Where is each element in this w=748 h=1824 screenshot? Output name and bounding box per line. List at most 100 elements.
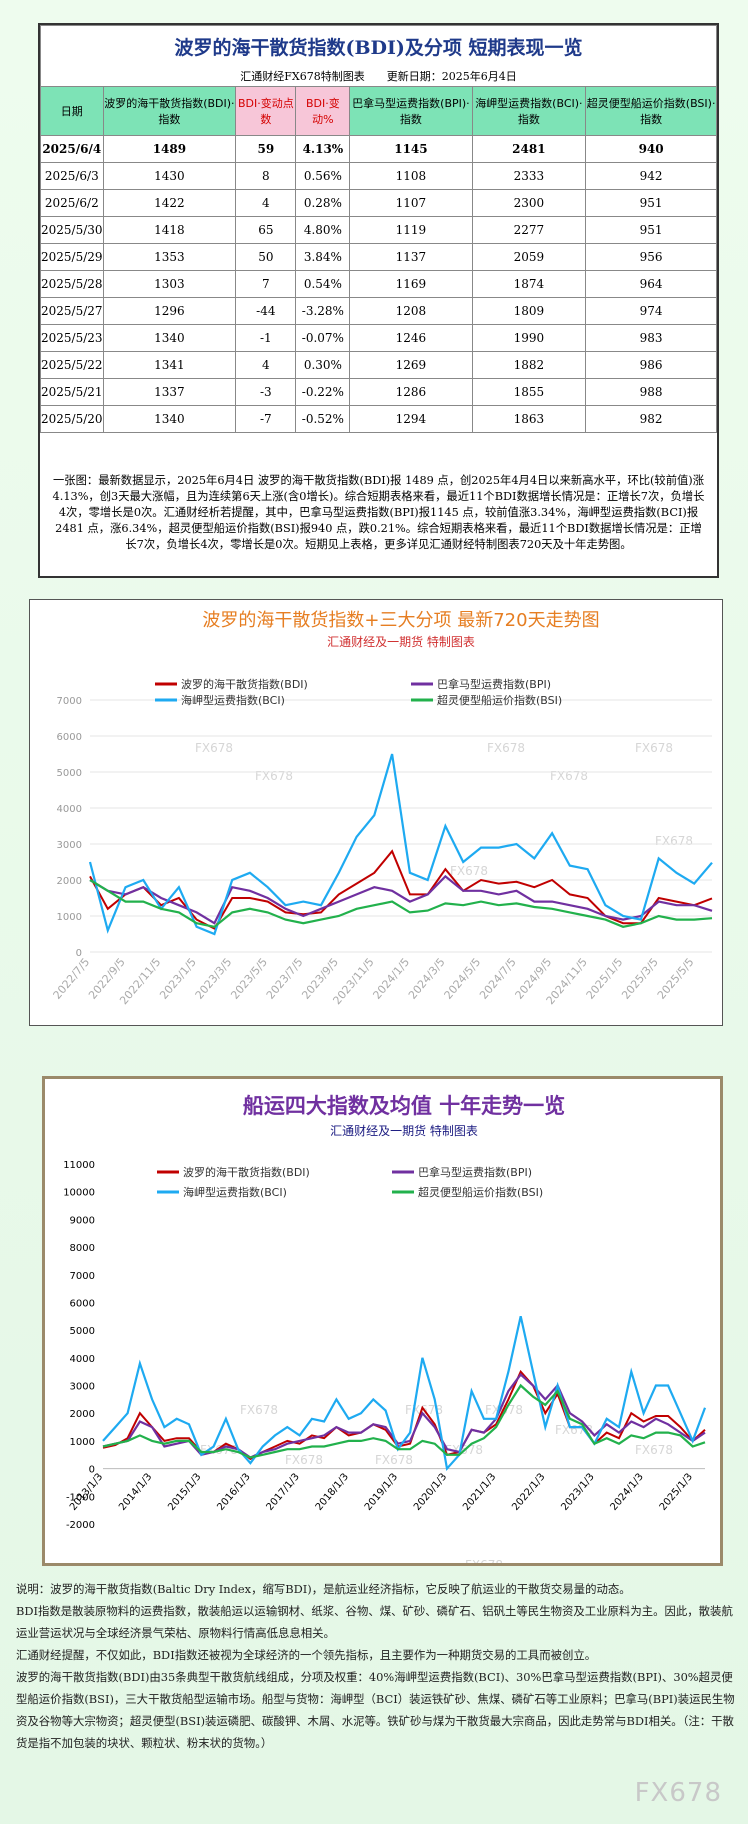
- y-tick-label: -1000: [66, 1492, 95, 1503]
- series-line: [89, 849, 713, 930]
- table-cell: -7: [235, 405, 297, 433]
- table-cell: 986: [585, 351, 717, 379]
- watermark: FX678: [240, 1403, 278, 1417]
- table-cell: 2025/5/30: [40, 216, 104, 244]
- table-cell: 4: [235, 189, 297, 217]
- table-title: 波罗的海干散货指数(BDI)及分项 短期表现一览: [40, 25, 717, 66]
- series-line: [89, 874, 713, 925]
- table-cell: 1246: [349, 324, 473, 352]
- table-cell: -0.52%: [295, 405, 351, 433]
- chart-title: 波罗的海干散货指数+三大分项 最新720天走势图: [202, 610, 599, 631]
- table-cell: -3.28%: [295, 297, 351, 325]
- column-header: BDI·变动%: [295, 86, 351, 136]
- note-paragraph: BDI指数是散装原物料的运费指数，散装船运以运输钢材、纸浆、谷物、煤、矿砂、磷矿…: [16, 1604, 733, 1640]
- table-cell: 0.28%: [295, 189, 351, 217]
- table-cell: 1137: [349, 243, 473, 271]
- table-cell: 1882: [471, 351, 587, 379]
- legend-label: 海岬型运费指数(BCI): [181, 693, 285, 707]
- subtitle-row: 汇通财经FX678特制图表 更新日期：2025年6月4日: [40, 66, 717, 87]
- table-row: 2025/5/21 1337 -3 -0.22% 1286 1855 988: [40, 378, 717, 406]
- table-cell: 1341: [102, 351, 237, 379]
- legend-label: 超灵便型船运价指数(BSI): [418, 1185, 543, 1199]
- note-paragraph: 汇通财经提醒，不仅如此，BDI指数还被视为全球经济的一个领先指标，且主要作为一种…: [16, 1648, 597, 1662]
- watermark: FX678: [635, 1443, 673, 1457]
- table-row: 2025/5/29 1353 50 3.84% 1137 2059 956: [40, 243, 717, 271]
- table-row: 2025/6/4 1489 59 4.13% 1145 2481 940: [40, 135, 717, 163]
- table-cell: 983: [585, 324, 717, 352]
- y-tick-label: 0: [76, 948, 82, 959]
- table-cell: 1855: [471, 378, 587, 406]
- y-tick-label: 1000: [70, 1437, 95, 1448]
- table-row: 2025/6/3 1430 8 0.56% 1108 2333 942: [40, 162, 717, 190]
- x-tick-label: 2016/1/3: [215, 1471, 252, 1512]
- legend-label: 海岬型运费指数(BCI): [183, 1185, 287, 1199]
- table-row: 2025/5/30 1418 65 4.80% 1119 2277 951: [40, 216, 717, 244]
- table-cell: 2025/5/21: [40, 378, 104, 406]
- x-tick-label: 2019/1/3: [363, 1471, 400, 1512]
- table-cell: 4.13%: [295, 135, 351, 163]
- table-cell: 2025/6/2: [40, 189, 104, 217]
- x-tick-label: 2020/1/3: [412, 1471, 449, 1512]
- table-cell: 1863: [471, 405, 587, 433]
- table-cell: 8: [235, 162, 297, 190]
- x-tick-label: 2014/1/3: [117, 1471, 154, 1512]
- table-row: 2025/5/27 1296 -44 -3.28% 1208 1809 974: [40, 297, 717, 325]
- table-cell: 1119: [349, 216, 473, 244]
- y-tick-label: 10000: [63, 1188, 95, 1199]
- note-paragraph: 说明：波罗的海干散货指数(Baltic Dry Index，缩写BDI)，是航运…: [16, 1582, 631, 1596]
- chart-subtitle: 汇通财经及一期货 特制图表: [327, 634, 475, 649]
- x-tick-label: 2015/1/3: [166, 1471, 203, 1512]
- table-cell: 2025/6/4: [40, 135, 104, 163]
- table-cell: 988: [585, 378, 717, 406]
- x-tick-label: 2018/1/3: [314, 1471, 351, 1512]
- table-cell: 7: [235, 270, 297, 298]
- table-cell: 1340: [102, 405, 237, 433]
- chart-title: 船运四大指数及均值 十年走势一览: [243, 1094, 565, 1118]
- legend-label: 超灵便型船运价指数(BSI): [437, 693, 562, 707]
- legend-label: 波罗的海干散货指数(BDI): [183, 1165, 310, 1179]
- table-cell: 964: [585, 270, 717, 298]
- watermark: FX678: [255, 769, 293, 783]
- table-cell: 974: [585, 297, 717, 325]
- watermark: FX678: [634, 1778, 722, 1808]
- table-cell: 1422: [102, 189, 237, 217]
- table-cell: 956: [585, 243, 717, 271]
- column-header: BDI·变动点数: [235, 86, 297, 136]
- table-cell: 940: [585, 135, 717, 163]
- y-tick-label: 4000: [70, 1354, 95, 1365]
- table-cell: 1430: [102, 162, 237, 190]
- watermark: FX678: [450, 864, 488, 878]
- table-cell: 1145: [349, 135, 473, 163]
- table-cell: 1489: [102, 135, 237, 163]
- x-tick-label: 2025/5/5: [655, 956, 697, 1002]
- y-tick-label: 7000: [57, 696, 82, 707]
- y-tick-label: 9000: [70, 1215, 95, 1226]
- y-tick-label: 6000: [57, 732, 82, 743]
- table-cell: 1353: [102, 243, 237, 271]
- table-cell: 4: [235, 351, 297, 379]
- x-tick-label: 2023/5/5: [228, 956, 270, 1002]
- table-cell: 982: [585, 405, 717, 433]
- x-tick-label: 2021/1/3: [461, 1471, 498, 1512]
- table-row: 2025/5/20 1340 -7 -0.52% 1294 1863 982: [40, 405, 717, 433]
- table-cell: -44: [235, 297, 297, 325]
- table-cell: 2277: [471, 216, 587, 244]
- x-tick-label: 2022/1/3: [510, 1471, 547, 1512]
- table-cell: 2481: [471, 135, 587, 163]
- watermark: FX678: [285, 1453, 323, 1467]
- table-row: 2025/6/2 1422 4 0.28% 1107 2300 951: [40, 189, 717, 217]
- series-line: [102, 1383, 706, 1459]
- table-cell: 1208: [349, 297, 473, 325]
- table-row: 2025/5/28 1303 7 0.54% 1169 1874 964: [40, 270, 717, 298]
- table-cell: 2025/5/28: [40, 270, 104, 298]
- watermark: FX678: [195, 741, 233, 755]
- table-row: 2025/5/23 1340 -1 -0.07% 1246 1990 983: [40, 324, 717, 352]
- legend-label: 巴拿马型运费指数(BPI): [418, 1165, 532, 1179]
- x-tick-label: 2024/3/5: [406, 956, 448, 1002]
- table-cell: 1337: [102, 378, 237, 406]
- table-cell: 65: [235, 216, 297, 244]
- table-cell: 2025/5/27: [40, 297, 104, 325]
- note-paragraph: 波罗的海干散货指数(BDI)由35条典型干散货航线组成，分项及权重：40%海岬型…: [16, 1670, 735, 1750]
- table-cell: 2300: [471, 189, 587, 217]
- header-row: 日期 波罗的海干散货指数(BDI)·指数 BDI·变动点数 BDI·变动% 巴拿马型运费…: [40, 86, 717, 136]
